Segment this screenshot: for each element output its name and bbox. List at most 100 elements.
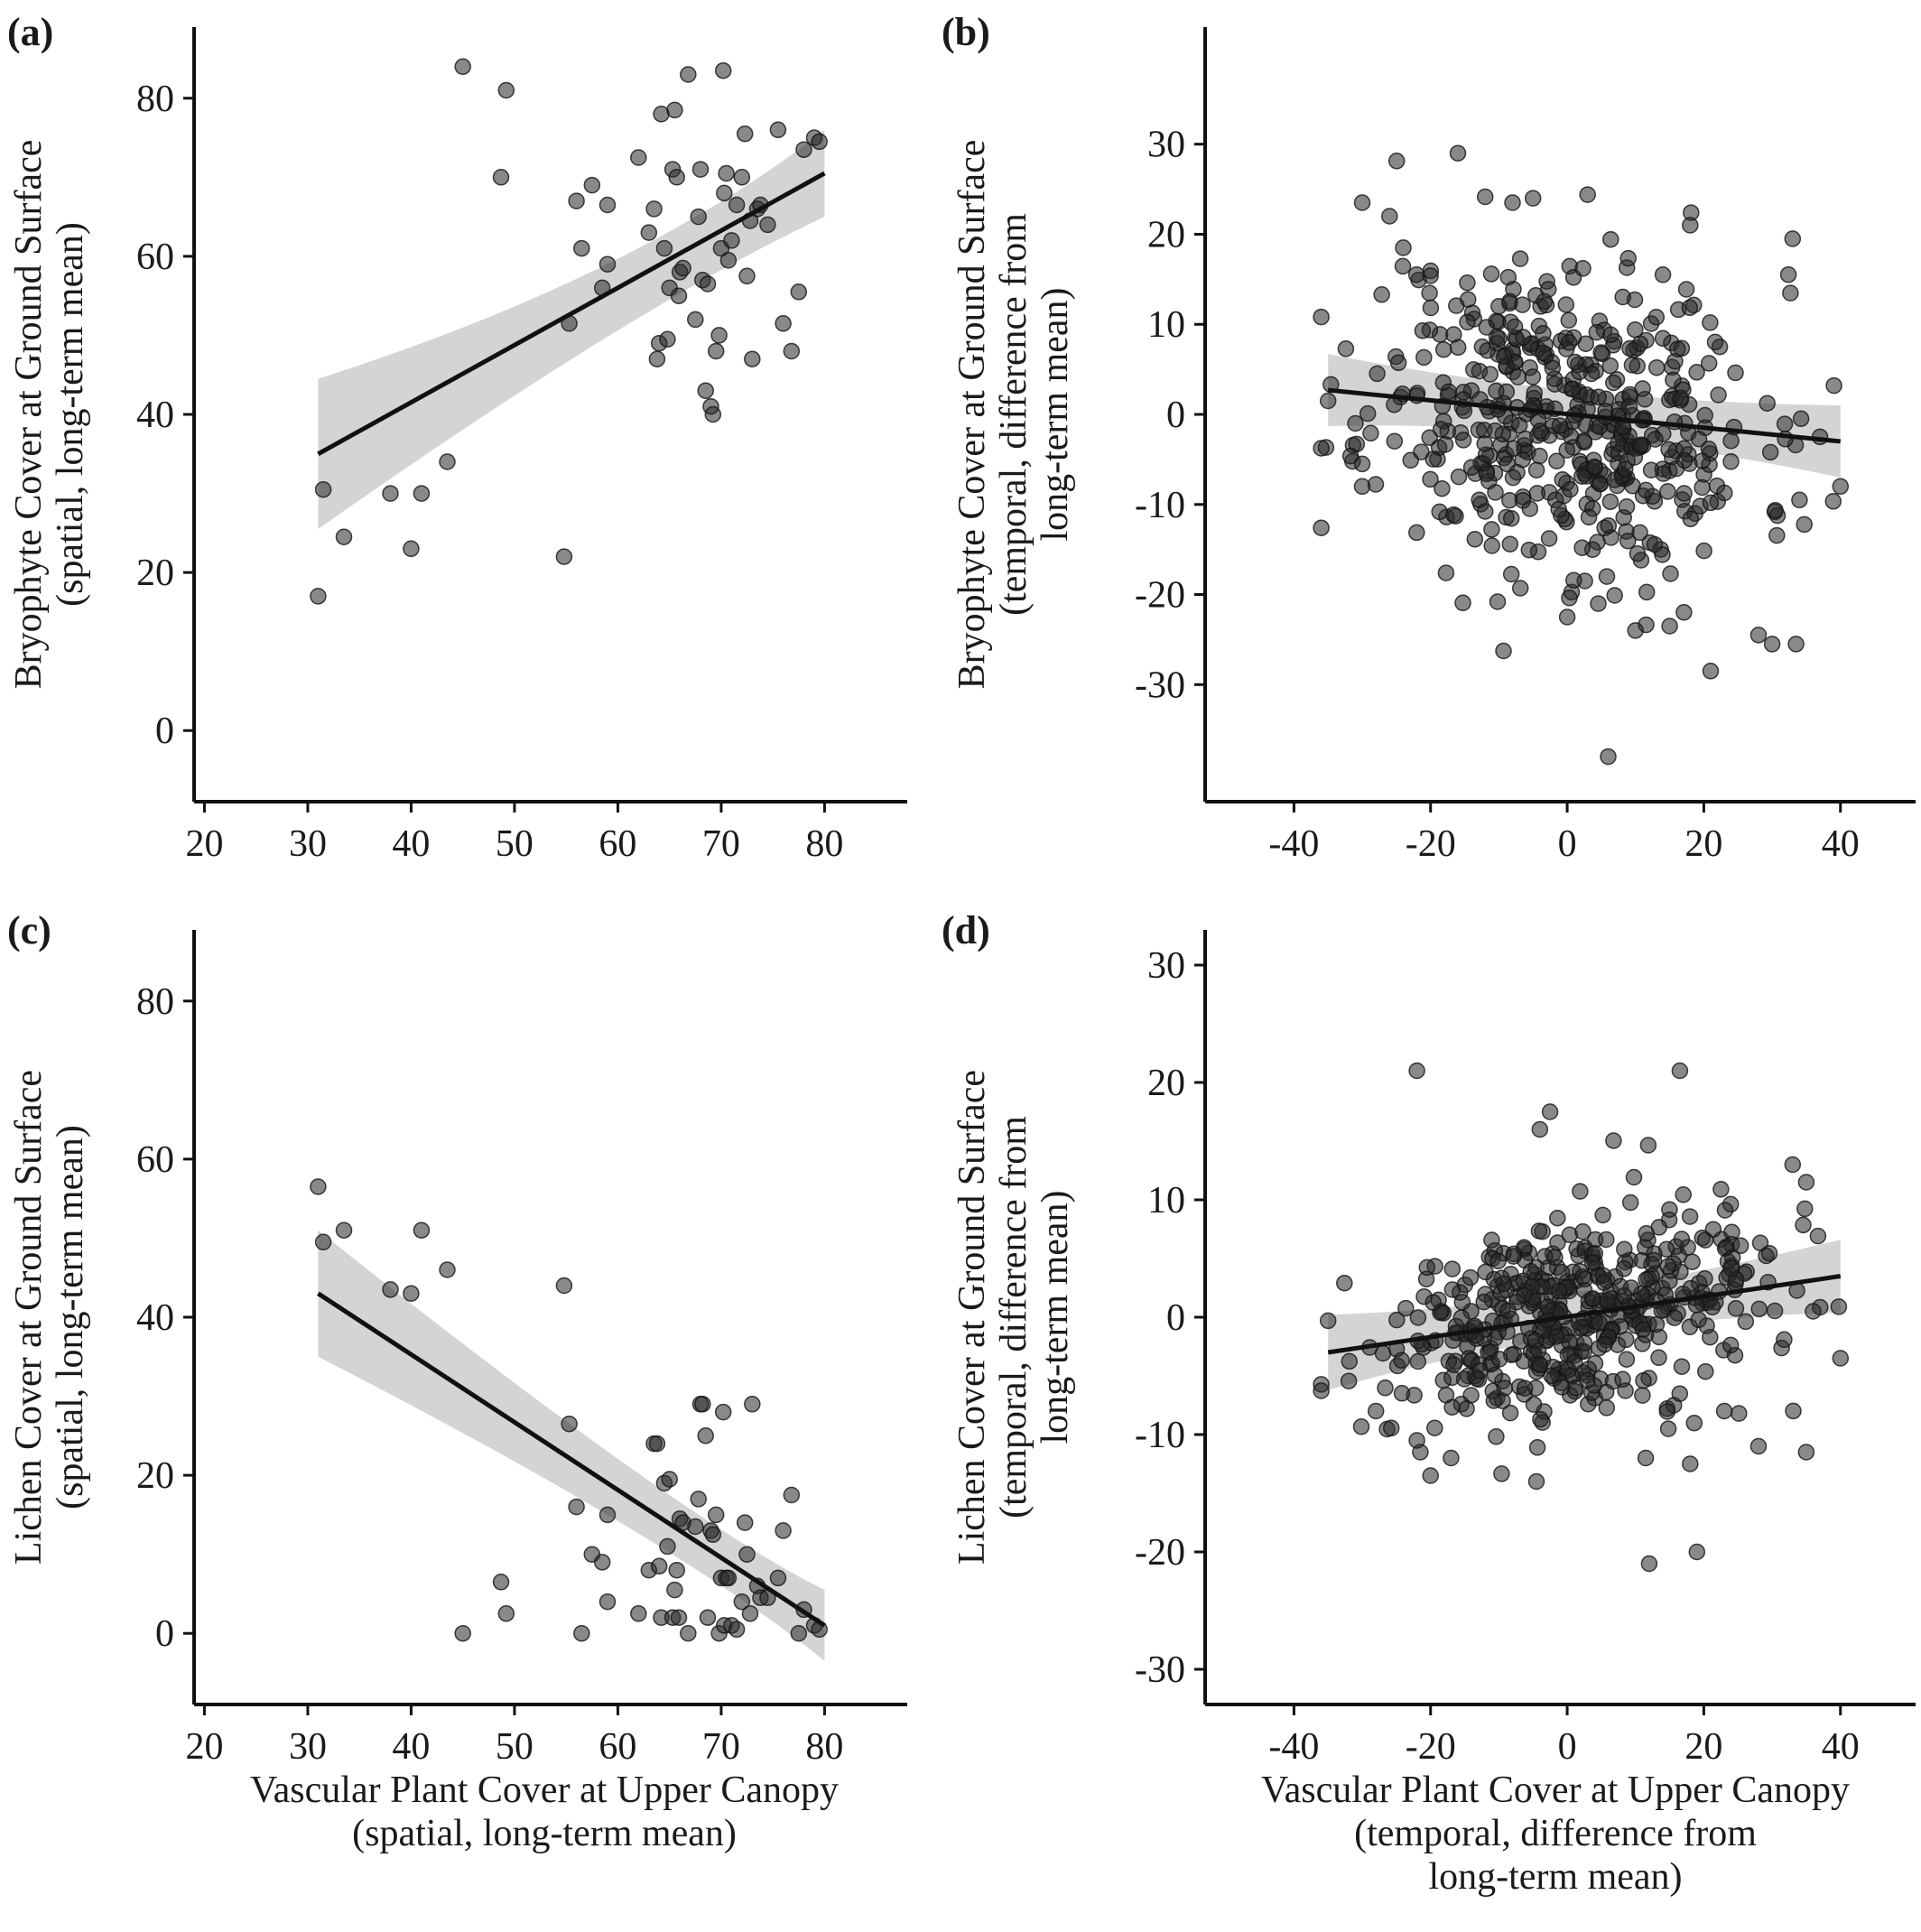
data-point	[719, 252, 738, 269]
data-point	[1353, 194, 1371, 211]
data-point	[1408, 1062, 1425, 1080]
data-point	[1573, 468, 1591, 485]
data-point	[1549, 1234, 1566, 1251]
data-point	[707, 342, 725, 360]
data-point	[413, 1221, 431, 1239]
data-point	[1669, 340, 1686, 358]
data-point	[1409, 1352, 1427, 1370]
data-point	[1473, 338, 1491, 356]
data-point	[1454, 594, 1471, 612]
data-point	[1409, 1309, 1427, 1326]
data-point	[314, 480, 332, 498]
data-point	[1779, 265, 1797, 283]
data-point	[694, 1396, 711, 1413]
data-point	[687, 311, 704, 329]
data-point	[1432, 421, 1450, 438]
y-axis-title: Bryophyte Cover at Ground Surface(tempor…	[951, 140, 1076, 690]
data-point	[1791, 491, 1808, 509]
data-point	[1684, 1253, 1701, 1270]
data-point	[1588, 323, 1606, 341]
data-point	[1600, 516, 1618, 534]
y-tick-label: 60	[136, 237, 174, 278]
data-point	[1610, 434, 1627, 452]
data-point	[648, 1435, 666, 1453]
data-point	[1573, 539, 1591, 556]
data-point	[1443, 1449, 1460, 1467]
data-point	[1558, 608, 1576, 626]
data-point	[1530, 1222, 1548, 1240]
data-point	[1337, 340, 1355, 358]
y-axis-title-line: (spatial, long-term mean)	[50, 222, 91, 607]
x-tick-label: 80	[805, 823, 843, 865]
data-point	[1502, 509, 1520, 527]
data-point	[699, 275, 717, 293]
data-point	[1627, 622, 1644, 639]
data-point	[1386, 432, 1404, 450]
data-point	[790, 1624, 808, 1642]
data-point	[599, 196, 617, 214]
data-point	[1531, 447, 1548, 465]
data-point	[1665, 371, 1682, 389]
data-point	[690, 1491, 707, 1508]
data-point	[1586, 458, 1603, 476]
data-point	[1673, 1358, 1691, 1375]
data-point	[1450, 468, 1468, 486]
data-point	[1487, 484, 1504, 501]
data-point	[1377, 1379, 1394, 1397]
data-point	[1605, 374, 1622, 392]
y-tick-label: 0	[1166, 1297, 1185, 1339]
data-point	[1531, 1120, 1549, 1138]
data-point	[650, 1557, 668, 1575]
data-point	[1614, 288, 1631, 306]
data-point	[314, 1233, 332, 1251]
data-point	[1490, 330, 1508, 348]
data-point	[697, 382, 714, 399]
data-point	[1449, 144, 1467, 162]
data-point	[744, 1396, 761, 1413]
data-point	[1381, 208, 1398, 225]
data-point	[568, 192, 585, 209]
data-point	[659, 1537, 676, 1556]
data-point	[1638, 583, 1656, 601]
data-point	[1495, 642, 1512, 660]
y-tick-label: -10	[1135, 1415, 1185, 1456]
data-point	[666, 101, 683, 119]
data-point	[1627, 320, 1644, 339]
data-point	[1598, 568, 1616, 585]
data-point	[1415, 348, 1433, 367]
data-point	[1621, 1194, 1639, 1212]
data-point	[1590, 595, 1607, 612]
data-point	[1445, 1356, 1462, 1374]
data-point	[382, 485, 399, 502]
data-point	[497, 1605, 515, 1622]
data-point	[439, 453, 456, 470]
x-tick-label: 0	[1558, 1726, 1577, 1768]
data-point	[1688, 1543, 1706, 1561]
data-point	[699, 1609, 717, 1626]
data-point	[728, 196, 746, 214]
data-point	[1634, 1387, 1651, 1404]
data-point	[1483, 1231, 1500, 1249]
data-point	[1710, 386, 1727, 404]
data-point	[1367, 476, 1385, 493]
data-point	[1407, 265, 1425, 283]
data-point	[1662, 565, 1679, 582]
data-point	[1682, 510, 1700, 528]
data-point	[1501, 535, 1519, 553]
data-point	[775, 315, 792, 332]
panel-a: (a) Bryophyte Cover at Ground Surface(spa…	[7, 10, 907, 865]
data-point	[1494, 425, 1512, 443]
data-point	[1584, 1290, 1601, 1307]
x-tick-label: 50	[496, 1726, 534, 1768]
data-point	[1421, 284, 1438, 302]
data-point	[630, 1605, 647, 1622]
data-point	[1619, 532, 1637, 550]
panel-label: (b)	[942, 10, 990, 54]
data-point	[1524, 190, 1542, 207]
data-point	[1553, 1379, 1571, 1396]
y-tick-label: -10	[1135, 485, 1185, 526]
data-point	[1825, 376, 1842, 395]
y-axis-title: Bryophyte Cover at Ground Surface(spatia…	[8, 140, 91, 690]
data-point	[1694, 478, 1711, 497]
data-point	[1562, 480, 1579, 498]
